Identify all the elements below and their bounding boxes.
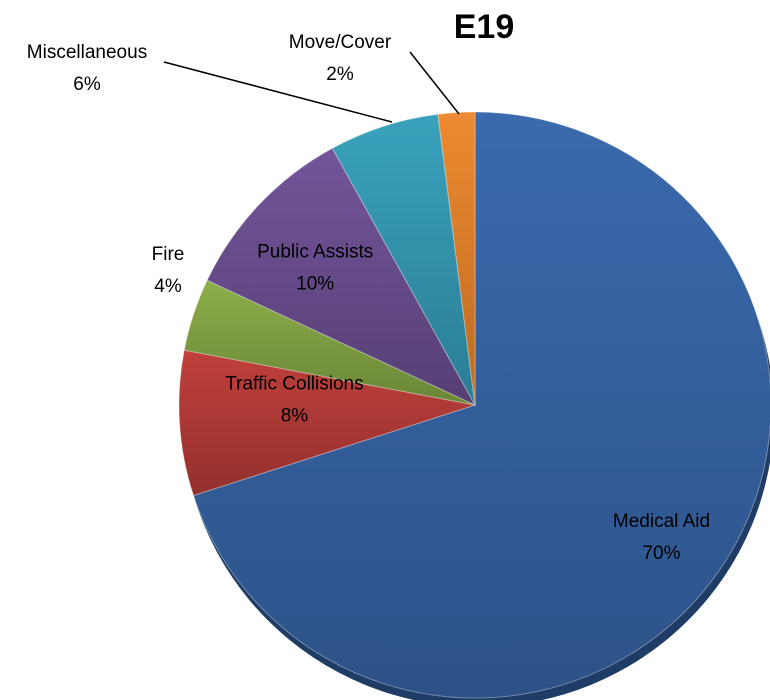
slice-percent: 8%	[281, 405, 309, 426]
slice-name: Medical Aid	[613, 511, 710, 532]
slice-medical-aid	[192, 111, 770, 699]
slice-percent: 4%	[154, 276, 182, 297]
slice-name: Move/Cover	[289, 32, 392, 53]
slice-label-miscellaneous: Miscellaneous 6%	[27, 42, 147, 95]
slice-move-cover	[437, 111, 476, 406]
slice-miscellaneous	[331, 113, 476, 406]
slice-label-fire: Fire 4%	[152, 244, 185, 297]
slice-percent: 70%	[642, 543, 680, 564]
leader-lines	[163, 51, 460, 123]
leader-line-move-cover	[409, 51, 460, 115]
slice-label-move-cover: Move/Cover 2%	[289, 32, 392, 85]
slice-percent: 6%	[73, 74, 101, 95]
slice-label-public-assists: Public Assists 10%	[257, 241, 373, 294]
slice-labels: Medical Aid 70% Traffic Collisions 8% Fire 4%…	[27, 32, 710, 564]
slice-percent: 2%	[326, 64, 354, 85]
slice-label-medical-aid: Medical Aid 70%	[613, 511, 710, 564]
chart-title: E19	[454, 8, 515, 46]
slice-name: Traffic Collisions	[225, 373, 363, 394]
slice-fire	[183, 279, 476, 406]
slice-name: Fire	[152, 244, 185, 265]
slice-name: Public Assists	[257, 241, 373, 262]
pie-slices	[178, 111, 770, 700]
slice-label-traffic-collisions: Traffic Collisions 8%	[225, 373, 363, 426]
slice-name: Miscellaneous	[27, 42, 147, 63]
leader-line-miscellaneous	[163, 61, 393, 123]
slice-percent: 10%	[296, 273, 334, 294]
slice-traffic-collisions	[178, 349, 476, 497]
slice-public-assists	[206, 147, 477, 407]
